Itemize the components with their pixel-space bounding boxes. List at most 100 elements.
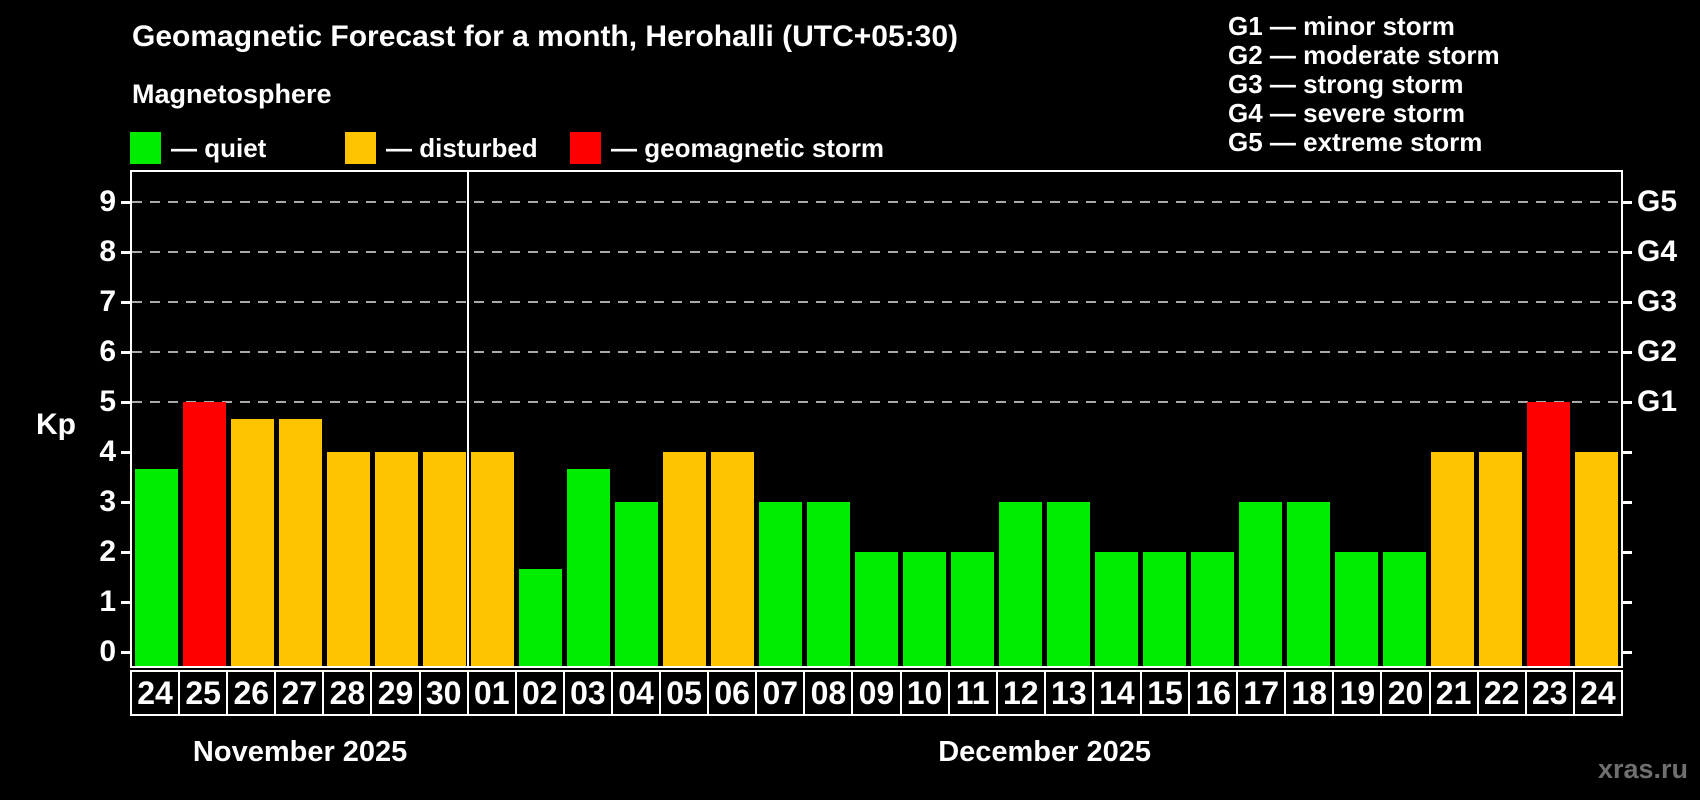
storm-scale-g5: G5 — extreme storm bbox=[1228, 127, 1483, 157]
day-label: 07 bbox=[755, 670, 806, 716]
day-label: 26 bbox=[226, 670, 277, 716]
kp-bar bbox=[278, 418, 322, 666]
day-label: 23 bbox=[1524, 670, 1575, 716]
kp-bar bbox=[470, 452, 514, 666]
y-axis-label: 2 bbox=[99, 535, 116, 568]
kp-bar bbox=[326, 452, 370, 666]
kp-bar bbox=[903, 552, 947, 666]
storm-scale-g4: G4 — severe storm bbox=[1228, 98, 1466, 128]
storm-scale-g2: G2 — moderate storm bbox=[1228, 40, 1500, 70]
legend-storm-label: — geomagnetic storm bbox=[611, 132, 885, 163]
quiet-color-swatch bbox=[130, 132, 161, 164]
y-axis-label: 9 bbox=[99, 185, 116, 218]
day-label: 08 bbox=[803, 670, 854, 716]
day-label: 04 bbox=[610, 670, 662, 716]
day-label: 28 bbox=[322, 670, 373, 716]
month-separator bbox=[467, 172, 470, 666]
legend-item-disturbed: — disturbed bbox=[345, 130, 538, 166]
kp-bar bbox=[1143, 552, 1187, 666]
left-axis-tick bbox=[121, 451, 130, 454]
chart-subtitle: Magnetosphere bbox=[132, 79, 332, 109]
kp-bar bbox=[422, 452, 466, 666]
right-axis-tick bbox=[1623, 251, 1632, 254]
left-axis-tick bbox=[121, 551, 130, 554]
y-axis-label: 5 bbox=[99, 385, 116, 418]
kp-bar bbox=[230, 418, 274, 666]
day-label: 20 bbox=[1380, 670, 1431, 716]
kp-bar bbox=[1239, 502, 1283, 666]
gridline-kp8 bbox=[132, 251, 1621, 253]
day-label: 02 bbox=[514, 670, 565, 716]
kp-bar bbox=[1383, 552, 1427, 666]
right-axis-tick bbox=[1623, 201, 1632, 204]
right-axis-tick bbox=[1623, 501, 1632, 504]
left-axis-tick bbox=[121, 401, 130, 404]
legend-item-storm: — geomagnetic storm bbox=[570, 130, 884, 166]
disturbed-color-swatch bbox=[345, 132, 376, 164]
kp-bar bbox=[1431, 452, 1475, 666]
day-label: 14 bbox=[1091, 670, 1142, 716]
kp-bar bbox=[1287, 502, 1331, 666]
kp-bar bbox=[662, 452, 706, 666]
g-scale-axis-label: G5 bbox=[1637, 185, 1678, 218]
legend-disturbed-label: — disturbed bbox=[386, 132, 538, 163]
legend-item-quiet: — quiet bbox=[130, 130, 266, 166]
month-label: December 2025 bbox=[938, 736, 1152, 768]
day-label: 25 bbox=[178, 670, 229, 716]
kp-bar bbox=[1047, 502, 1091, 666]
y-axis-label: 3 bbox=[99, 485, 116, 518]
day-label: 01 bbox=[466, 670, 517, 716]
g-scale-axis-label: G2 bbox=[1637, 335, 1678, 368]
kp-bar bbox=[1527, 402, 1571, 666]
left-axis-tick bbox=[121, 651, 130, 654]
y-axis-label: 6 bbox=[99, 335, 116, 368]
g-scale-axis-label: G4 bbox=[1637, 235, 1678, 268]
kp-bar bbox=[566, 468, 610, 666]
left-axis-tick bbox=[121, 601, 130, 604]
day-label: 12 bbox=[995, 670, 1046, 716]
day-label: 15 bbox=[1139, 670, 1191, 716]
kp-bar bbox=[854, 552, 898, 666]
kp-bar bbox=[1575, 452, 1619, 666]
left-axis-tick bbox=[121, 251, 130, 254]
day-label: 27 bbox=[274, 670, 325, 716]
day-label: 17 bbox=[1236, 670, 1287, 716]
kp-bar bbox=[374, 452, 418, 666]
day-axis: 24 25 26 27 28 29 30 01 02 03 04 05 06 07 08 09 10 11 12 13… bbox=[130, 670, 1623, 716]
day-label: 10 bbox=[899, 670, 950, 716]
day-label: 24 bbox=[1572, 670, 1623, 716]
y-axis-label: 0 bbox=[99, 635, 116, 668]
right-axis-tick bbox=[1623, 551, 1632, 554]
y-axis-label: 7 bbox=[99, 285, 116, 318]
storm-scale-g3: G3 — strong storm bbox=[1228, 69, 1464, 99]
day-label: 29 bbox=[370, 670, 421, 716]
day-label: 03 bbox=[562, 670, 613, 716]
right-axis-tick bbox=[1623, 651, 1632, 654]
kp-bar bbox=[1479, 452, 1523, 666]
month-label: November 2025 bbox=[192, 736, 408, 768]
day-label: 16 bbox=[1188, 670, 1239, 716]
kp-bar bbox=[710, 452, 754, 666]
storm-scale-g1: G1 — minor storm bbox=[1228, 11, 1455, 41]
gridline-kp5 bbox=[132, 401, 1621, 403]
right-axis-tick bbox=[1623, 351, 1632, 354]
left-axis-tick bbox=[121, 301, 130, 304]
day-label: 19 bbox=[1332, 670, 1383, 716]
y-axis-label: 8 bbox=[99, 235, 116, 268]
day-label: 06 bbox=[707, 670, 758, 716]
day-label: 22 bbox=[1476, 670, 1527, 716]
gridline-kp9 bbox=[132, 201, 1621, 203]
plot-area bbox=[121, 170, 1632, 668]
y-axis-label: 4 bbox=[99, 435, 116, 468]
day-label: 18 bbox=[1284, 670, 1335, 716]
storm-color-swatch bbox=[570, 132, 601, 164]
day-label: 13 bbox=[1043, 670, 1094, 716]
gridline-kp6 bbox=[132, 351, 1621, 353]
left-axis-tick bbox=[121, 351, 130, 354]
right-axis-tick bbox=[1623, 401, 1632, 404]
legend-quiet-label: — quiet bbox=[171, 132, 267, 163]
right-axis-tick bbox=[1623, 451, 1632, 454]
storm-scale-legend: G1 — minor storm G2 — moderate storm G3 … bbox=[1228, 12, 1500, 157]
kp-bar bbox=[182, 402, 226, 666]
day-label: 21 bbox=[1428, 670, 1479, 716]
